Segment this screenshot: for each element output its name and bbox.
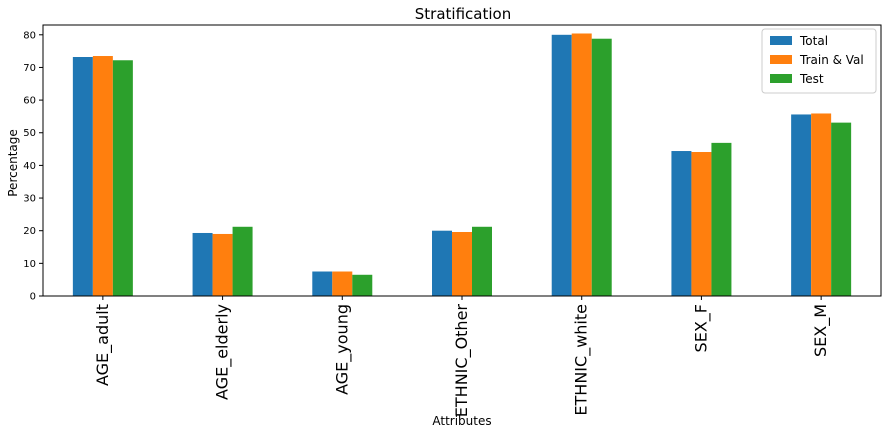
bar-age-elderly-test [232,226,253,296]
bar-age-adult-train-val [92,56,113,296]
x-tick-label: SEX_M [811,304,831,357]
legend-label: Train & Val [799,53,864,67]
x-tick-label: AGE_young [332,304,352,395]
x-tick-label: AGE_elderly [213,304,233,400]
legend: Total Train & Val Test [761,28,877,94]
bar-ethnic-other-train-val [452,232,472,296]
legend-swatch [770,74,792,83]
bar-sex-m-total [791,114,812,297]
bar-sex-m-test [831,122,852,296]
chart-title: Stratification [415,5,511,23]
bar-age-young-test [352,274,373,296]
bar-sex-m-train-val [811,113,832,296]
x-tick-label: ETHNIC_white [572,304,592,416]
bar-ethnic-white-total [551,34,572,297]
legend-swatch [770,55,792,64]
bar-ethnic-white-train-val [571,33,592,297]
legend-label: Test [799,72,824,86]
y-tick-label: 50 [23,128,36,139]
bar-age-elderly-total [192,232,213,296]
y-axis: 0 10 20 30 40 50 60 70 80 [23,30,43,303]
bar-ethnic-other-total [432,230,452,296]
y-tick-label: 10 [23,259,36,270]
y-tick-label: 40 [23,161,36,172]
bar-ethnic-other-test [472,226,492,296]
bar-age-young-total [312,271,333,296]
legend-swatch [770,36,792,45]
bar-ethnic-white-test [591,38,612,297]
y-axis-label: Percentage [6,129,20,197]
x-tick-label: AGE_adult [93,304,113,386]
y-tick-label: 60 [23,96,36,107]
bar-age-adult-total [72,57,93,296]
bar-age-adult-test [112,60,133,297]
bars-group [72,33,852,297]
x-tick-label: SEX_F [691,304,711,352]
y-tick-label: 0 [30,292,36,303]
bar-sex-f-test [711,142,732,296]
bar-age-elderly-train-val [212,233,233,296]
bar-age-young-train-val [332,271,353,296]
legend-label: Total [799,34,828,48]
bar-sex-f-train-val [691,152,712,296]
y-tick-label: 80 [23,30,36,41]
x-axis-label: Attributes [432,414,491,428]
x-tick-label: ETHNIC_Other [452,304,472,418]
y-tick-label: 30 [23,194,36,205]
bar-sex-f-total [671,151,692,296]
x-axis: AGE_adult AGE_elderly AGE_young ETHNIC_Othe… [93,296,831,417]
y-tick-label: 70 [23,63,36,74]
y-tick-label: 20 [23,226,36,237]
